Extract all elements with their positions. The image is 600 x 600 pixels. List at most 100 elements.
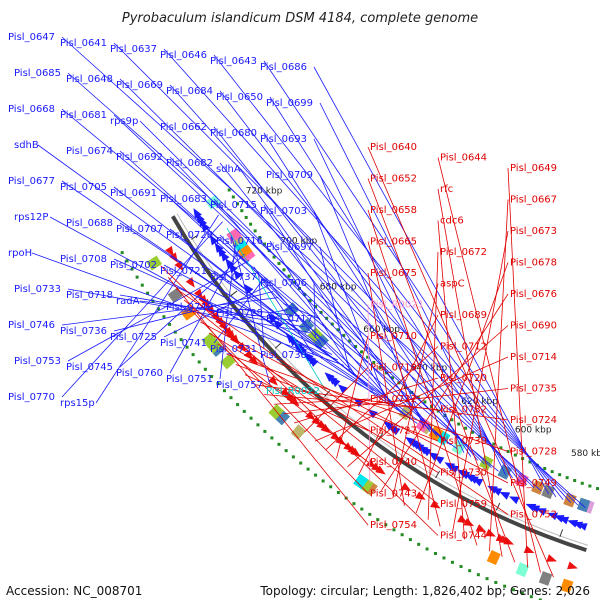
leader-line (313, 66, 549, 495)
leader-line (347, 325, 509, 468)
gc-tick (528, 460, 532, 464)
gc-tick (538, 598, 542, 600)
gc-tick (277, 442, 281, 446)
gc-tick (130, 267, 134, 271)
gc-tick (125, 259, 129, 263)
gc-tick (492, 442, 496, 446)
leader-line (283, 303, 321, 320)
gene-label-left: Pisl_0715 (210, 200, 257, 211)
gene-arrow (233, 269, 243, 280)
gene-label-left: Pisl_0692 (116, 152, 163, 163)
gene-arrow (463, 518, 475, 527)
gene-label-left: Pisl_0702 (110, 260, 157, 271)
gc-tick (342, 333, 346, 337)
leader-line (139, 300, 300, 322)
gc-tick (216, 382, 220, 386)
gene-label-right: Pisl_0665 (370, 237, 417, 248)
gene-label-right: Pisl_0743 (370, 489, 417, 500)
gene-arrow (546, 554, 558, 562)
gene-arrow (236, 342, 247, 353)
gene-label-left: Pisl_0709 (266, 170, 313, 181)
gc-tick (408, 538, 412, 542)
gc-tick (173, 330, 177, 334)
leader-line (264, 394, 439, 410)
gene-arrow (444, 462, 456, 471)
gc-tick (210, 374, 214, 378)
gene-label-left: Pisl_0716 (216, 236, 263, 247)
leader-line (113, 258, 338, 361)
feature-block (206, 338, 223, 354)
gc-tick (503, 584, 507, 588)
leader-line (269, 240, 356, 376)
gene-arrow (475, 524, 487, 533)
leader-line (119, 150, 451, 446)
gc-tick (282, 268, 286, 272)
gc-tick (550, 470, 554, 474)
gc-tick (308, 299, 312, 303)
gc-tick (336, 328, 340, 332)
leader-line (219, 306, 294, 316)
gc-tick (459, 565, 463, 569)
leader-line (160, 265, 439, 536)
gene-label-left: Pisl_0733 (14, 284, 61, 295)
gene-label-right: Pisl_0690 (510, 321, 557, 332)
leader-line (415, 262, 509, 513)
leader-line (61, 297, 279, 326)
gc-tick (485, 577, 489, 581)
gene-label-left: Pisl_R0022 (266, 386, 320, 397)
scale-label: 600 kbp (515, 426, 552, 436)
gene-label-left: Pisl_0647 (8, 32, 55, 43)
gc-tick (303, 293, 307, 297)
gene-label-left: rpoH (8, 248, 32, 259)
gene-arrow (400, 482, 412, 492)
gene-label-left: rps12P (14, 212, 48, 223)
gc-tick (443, 413, 447, 417)
leader-line (61, 36, 586, 508)
feature-block (560, 578, 574, 594)
leader-line (113, 291, 274, 332)
gc-tick (240, 209, 244, 213)
gc-tick (329, 485, 333, 489)
backbone-inner-ring (176, 213, 589, 546)
feature-block (563, 492, 577, 508)
gene-label-left: Pisl_0686 (260, 62, 307, 73)
gc-tick (558, 473, 562, 477)
gc-tick (146, 291, 150, 295)
gc-tick (450, 560, 454, 564)
gc-tick (321, 479, 325, 483)
gene-label-left: Pisl_0703 (260, 206, 307, 217)
gene-label-right: Pisl_0676 (510, 289, 557, 300)
feature-block (531, 479, 545, 495)
feature-block (515, 562, 530, 578)
gc-tick (229, 396, 233, 400)
leader-line (113, 186, 412, 420)
gc-tick (236, 202, 240, 206)
gc-tick (256, 423, 260, 427)
gene-label-left: rps9p (110, 116, 138, 127)
gc-tick (262, 242, 266, 246)
gene-label-right: Pisl_0672 (440, 247, 487, 258)
gc-tick (270, 436, 274, 440)
gc-tick (366, 355, 370, 359)
gene-label-left: Pisl_0770 (8, 392, 55, 403)
gene-label-right: Pisl_0735 (510, 384, 557, 395)
gene-arrow (485, 528, 496, 537)
leader-line (263, 60, 557, 498)
gene-label-right: Pisl_0652 (370, 174, 417, 185)
gc-tick (416, 395, 420, 399)
gc-tick (135, 275, 139, 279)
feature-block (576, 497, 591, 513)
gc-tick (499, 446, 503, 450)
gc-tick (596, 487, 600, 491)
gc-tick (529, 595, 533, 599)
label-leaders (31, 36, 586, 578)
leader-line (213, 126, 478, 461)
leader-line (226, 228, 327, 392)
genome-rings: 580 kbp 600 kbp 620 kbp 640 kbp 660 kbp 680 k… (120, 186, 600, 600)
leader-line (263, 204, 393, 406)
leader-line (319, 174, 425, 429)
leader-line (437, 220, 466, 540)
leader-line (367, 178, 516, 563)
gc-tick (140, 283, 144, 287)
leader-line (95, 214, 219, 404)
